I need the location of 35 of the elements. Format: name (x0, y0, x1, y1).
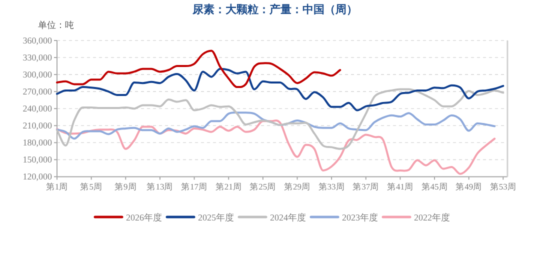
xtick: 第13周 (146, 182, 174, 192)
legend-item: 2023年度 (310, 212, 378, 222)
xtick: 第45周 (421, 182, 448, 192)
ytick: 120,000 (22, 172, 52, 182)
xtick: 第25周 (250, 182, 276, 192)
ytick: 210,000 (22, 120, 52, 131)
legend-label: 2024年度 (270, 212, 306, 222)
xtick: 第5周 (80, 182, 102, 192)
ytick: 270,000 (22, 86, 52, 97)
ytick: 330,000 (22, 52, 52, 63)
ytick: 150,000 (22, 154, 52, 165)
ytick: 240,000 (22, 104, 52, 114)
ytick: 180,000 (22, 138, 52, 148)
legend-label: 2022年度 (414, 212, 450, 222)
xtick: 第49周 (456, 182, 482, 192)
legend-label: 2025年度 (198, 212, 234, 222)
legend-item: 2025年度 (166, 212, 234, 222)
xtick: 第33周 (318, 182, 345, 192)
ylabel: 单位：吨 (38, 20, 74, 30)
xtick: 第1周 (46, 182, 68, 192)
xtick: 第37周 (352, 182, 380, 192)
legend-label: 2023年度 (342, 212, 378, 222)
legend-item: 2022年度 (382, 212, 450, 222)
xtick: 第21周 (215, 182, 242, 192)
xtick: 第29周 (284, 182, 310, 192)
xtick: 第41周 (386, 182, 414, 192)
title: 尿素：大颗粒：产量：中国（周） (192, 4, 358, 16)
ytick: 360,000 (22, 36, 52, 46)
legend-label: 2026年度 (126, 212, 162, 222)
xtick: 第9周 (114, 182, 137, 192)
legend-item: 2026年度 (94, 212, 162, 222)
ytick: 300,000 (22, 70, 52, 80)
xtick: 第53周 (490, 182, 516, 192)
legend-item: 2024年度 (238, 212, 306, 222)
xtick: 第17周 (181, 182, 208, 192)
